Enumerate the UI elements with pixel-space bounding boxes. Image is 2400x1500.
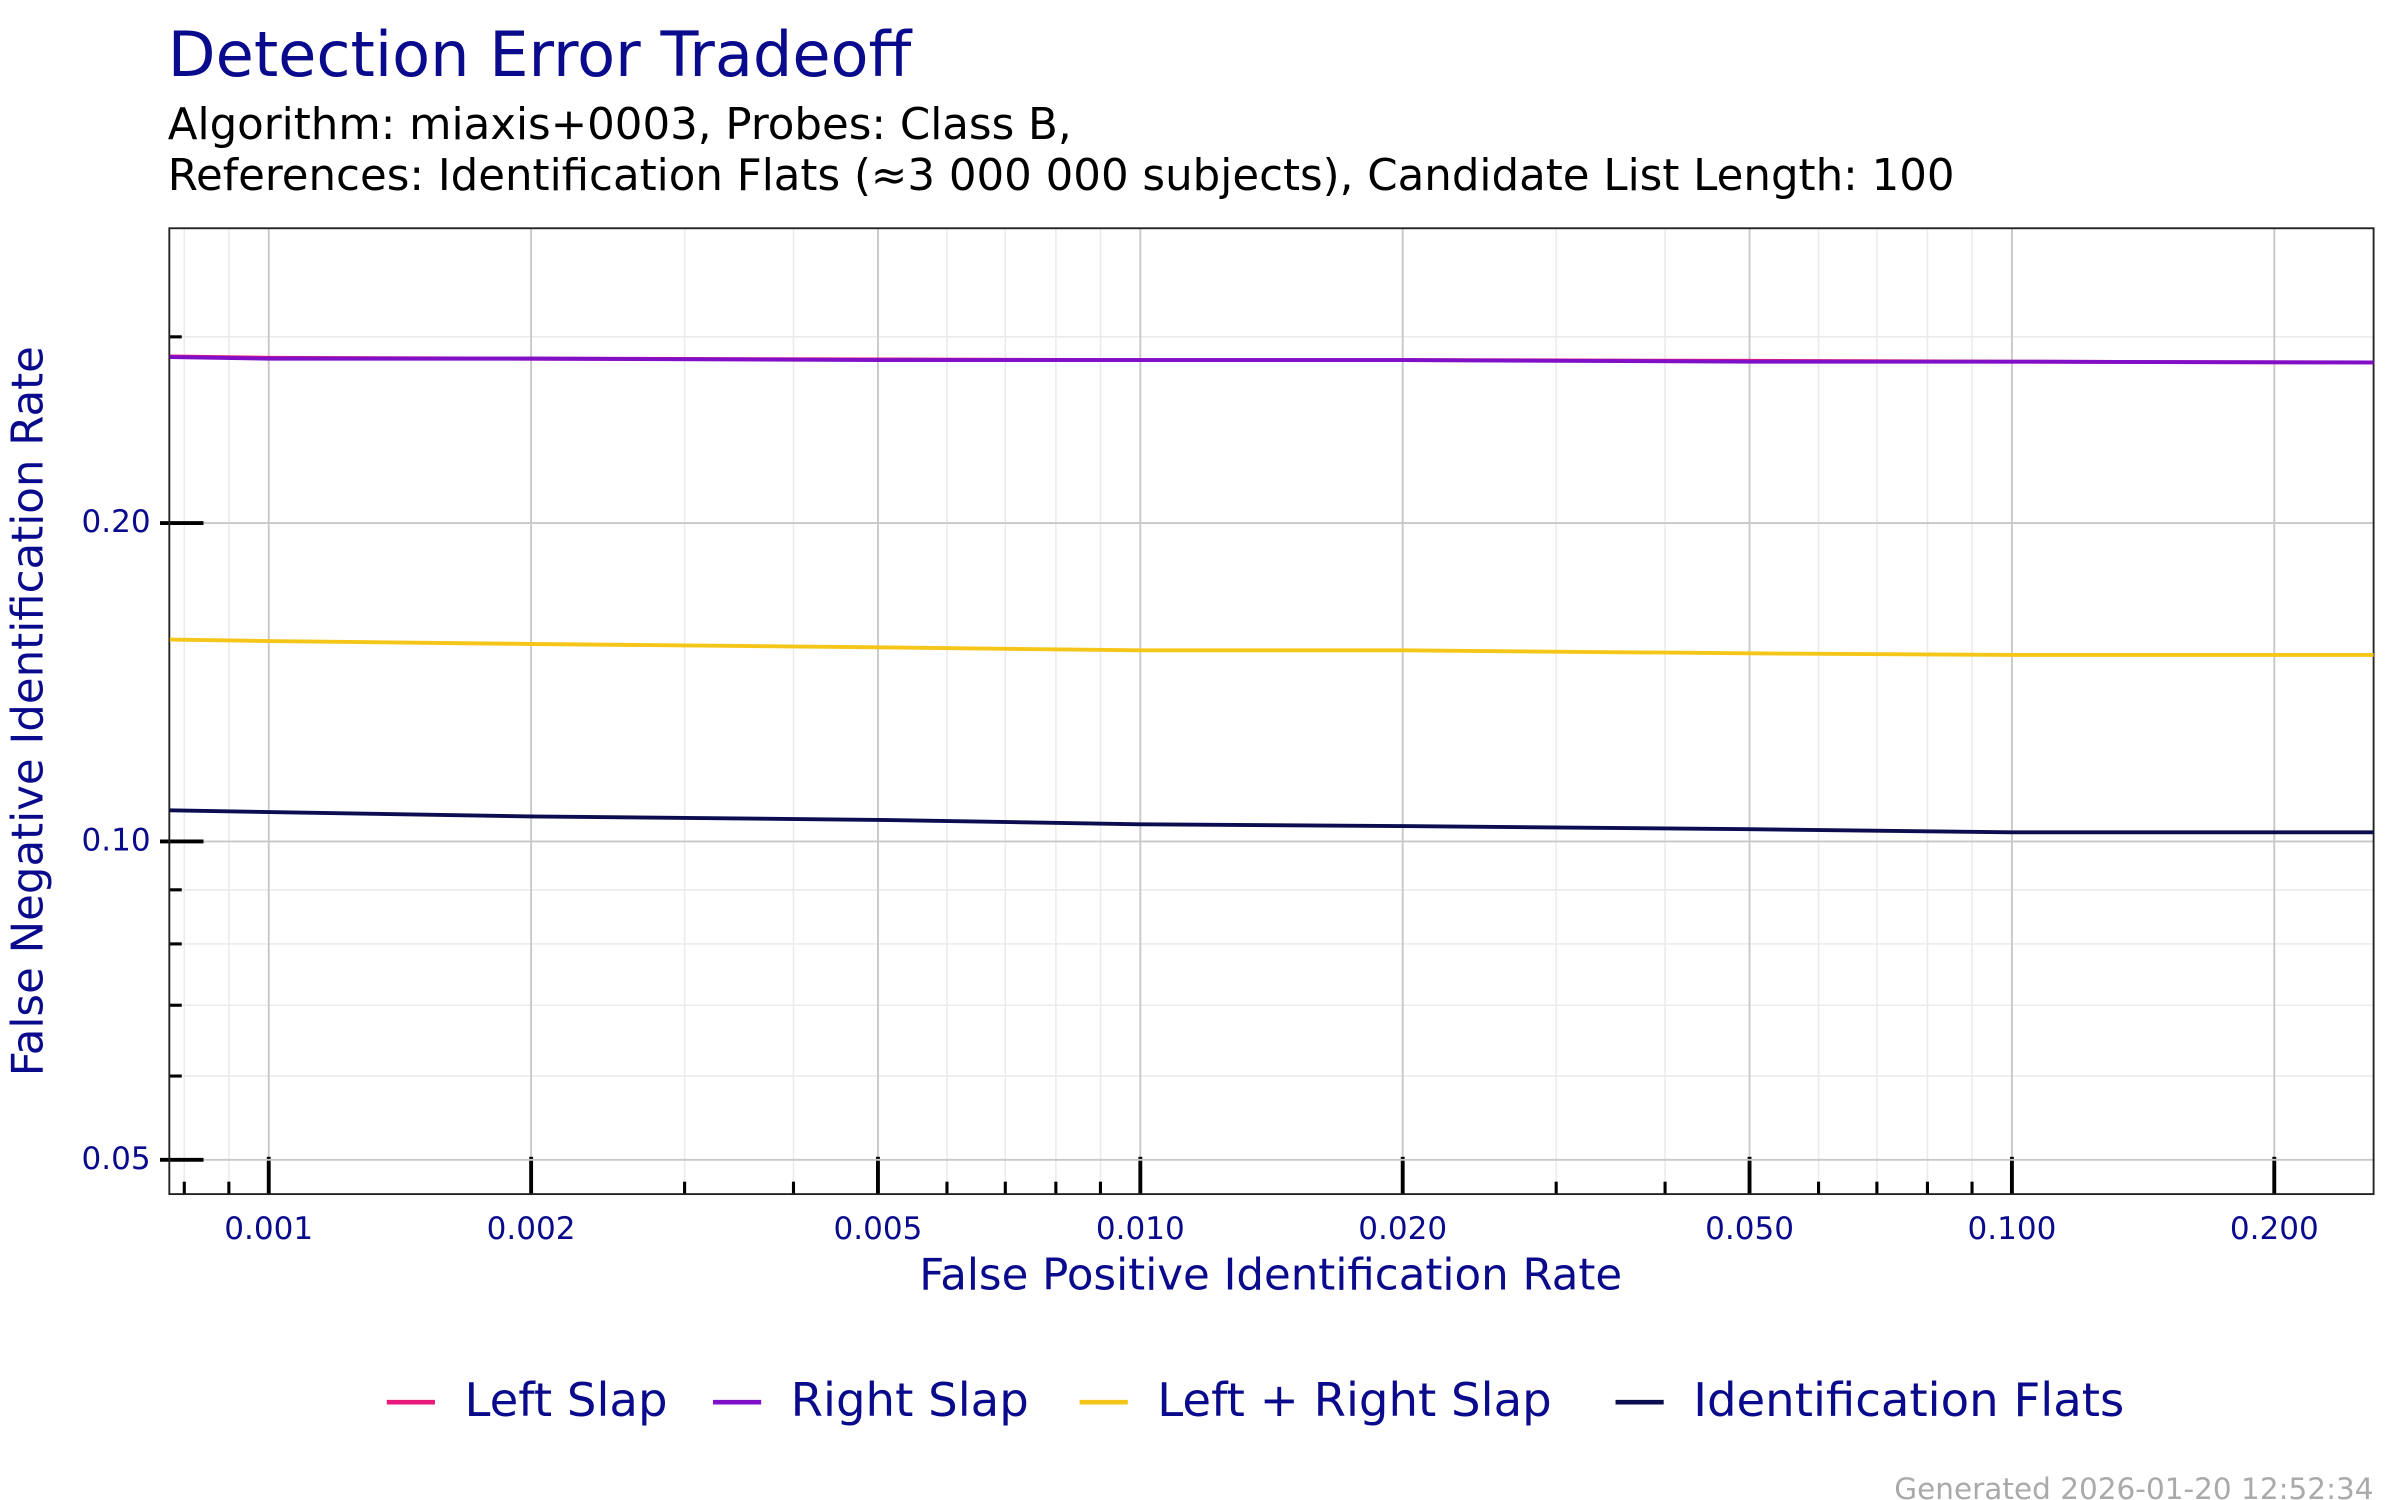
series-line bbox=[169, 637, 2374, 657]
legend-label: Left + Right Slap bbox=[1157, 1373, 1551, 1427]
x-tick-label: 0.001 bbox=[224, 1211, 313, 1247]
series-line bbox=[169, 355, 2374, 365]
x-tick-label: 0.050 bbox=[1705, 1211, 1794, 1247]
x-tick-label: 0.100 bbox=[1967, 1211, 2056, 1247]
series-line bbox=[169, 808, 2374, 835]
x-axis-label: False Positive Identification Rate bbox=[919, 1250, 1622, 1300]
footer: Generated 2026-01-20 12:52:34 bbox=[1894, 1472, 2373, 1500]
x-tick-label: 0.010 bbox=[1096, 1211, 1185, 1247]
x-tick-label: 0.005 bbox=[834, 1211, 923, 1247]
x-tick-label: 0.002 bbox=[487, 1211, 576, 1247]
y-tick-label: 0.05 bbox=[82, 1141, 151, 1177]
chart-subtitle: Algorithm: miaxis+0003, Probes: Class B, bbox=[168, 100, 1072, 150]
chart-title: Detection Error Tradeoff bbox=[168, 18, 913, 91]
chart-subtitle: References: Identification Flats (≈3 000… bbox=[168, 151, 1955, 201]
legend-label: Right Slap bbox=[791, 1373, 1029, 1427]
x-tick-label: 0.020 bbox=[1358, 1211, 1447, 1247]
x-tick-label: 0.200 bbox=[2230, 1211, 2319, 1247]
y-axis-label: False Negative Identification Rate bbox=[4, 346, 54, 1076]
legend-label: Left Slap bbox=[464, 1373, 667, 1427]
y-tick-label: 0.20 bbox=[82, 504, 151, 540]
legend-label: Identification Flats bbox=[1693, 1373, 2124, 1427]
y-tick-label: 0.10 bbox=[82, 822, 151, 858]
plot-frame bbox=[168, 227, 2375, 1196]
